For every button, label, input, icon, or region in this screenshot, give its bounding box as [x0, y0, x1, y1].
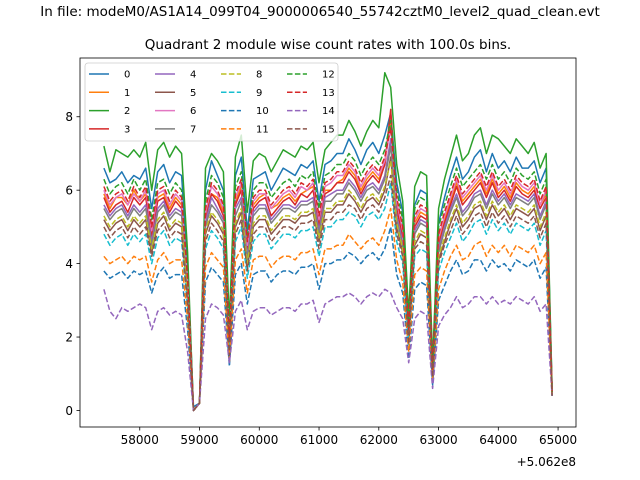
legend-label: 11 [256, 124, 269, 135]
plot-frame [79, 57, 577, 428]
series-line-6 [103, 127, 553, 412]
x-tick-label: 64000 [479, 433, 517, 447]
x-offset-label: +5.062e8 [517, 455, 576, 469]
series-line-7 [103, 145, 553, 412]
legend-label: 7 [190, 124, 196, 135]
x-tick-label: 63000 [419, 433, 457, 447]
series-line-8 [103, 160, 553, 412]
legend-label: 12 [322, 70, 335, 81]
legend-label: 5 [190, 88, 196, 99]
series-line-5 [103, 156, 553, 412]
x-axis: 58000 59000 60000 61000 62000 63000 64000 65000 [121, 427, 577, 447]
x-tick-label: 58000 [121, 433, 159, 447]
x-tick-label: 60000 [240, 433, 278, 447]
legend-label: 10 [256, 106, 269, 117]
legend-label: 13 [322, 88, 335, 99]
x-tick-label: 62000 [360, 433, 398, 447]
figure-suptitle: In file: modeM0/AS1A14_099T04_9000006540… [40, 4, 600, 20]
series-line-14 [103, 288, 553, 412]
x-tick-label: 59000 [180, 433, 218, 447]
x-tick-label: 65000 [539, 433, 577, 447]
y-axis: 0 2 4 6 8 [65, 110, 80, 418]
legend-label: 2 [124, 106, 130, 117]
legend-label: 4 [190, 70, 196, 81]
legend-label: 3 [124, 124, 130, 135]
series-line-9 [103, 182, 553, 412]
series-line-1 [103, 119, 553, 412]
y-tick-label: 2 [65, 331, 73, 345]
series-line-4 [103, 138, 553, 412]
series-line-2 [103, 71, 553, 412]
legend-label: 6 [190, 106, 196, 117]
x-tick-label: 61000 [300, 433, 338, 447]
series-line-15 [103, 174, 553, 412]
legend-label: 15 [322, 124, 335, 135]
legend-label: 0 [124, 70, 130, 81]
legend-label: 1 [124, 88, 130, 99]
y-tick-label: 6 [65, 184, 73, 198]
chart-title: Quadrant 2 module wise count rates with … [145, 37, 511, 53]
legend-label: 9 [256, 88, 262, 99]
y-tick-label: 4 [65, 257, 73, 271]
series-line-0 [103, 112, 553, 408]
series-line-12 [103, 119, 553, 412]
legend-frame [84, 62, 339, 142]
series-line-10 [103, 226, 553, 412]
y-tick-label: 0 [65, 404, 73, 418]
legend-label: 8 [256, 70, 262, 81]
series-line-13 [103, 127, 553, 412]
y-tick-label: 8 [65, 110, 73, 124]
series-line-11 [103, 207, 553, 412]
series-line-3 [103, 108, 553, 412]
series-layer [103, 71, 553, 412]
legend-label: 14 [322, 106, 335, 117]
